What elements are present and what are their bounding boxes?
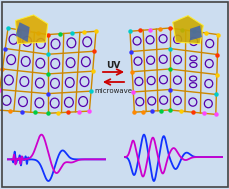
- Polygon shape: [16, 22, 30, 42]
- Polygon shape: [16, 15, 48, 44]
- Polygon shape: [189, 26, 201, 40]
- Text: microwave: microwave: [94, 88, 131, 94]
- Text: UV: UV: [105, 61, 120, 70]
- Polygon shape: [172, 16, 202, 44]
